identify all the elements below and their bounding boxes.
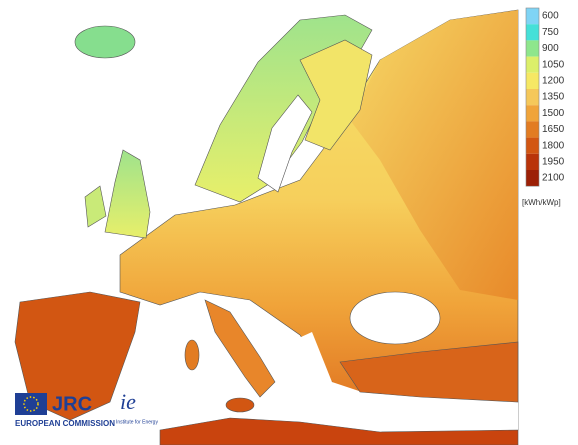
russia [350, 10, 518, 300]
uk [104, 149, 151, 239]
legend-swatch [526, 72, 539, 89]
legend-tick-label: 1200 [542, 76, 565, 87]
eu-stars [23, 396, 39, 412]
legend-swatch [526, 89, 539, 106]
italy [204, 299, 276, 398]
legend-swatch [526, 8, 539, 25]
institute: Institute for Energy [116, 419, 158, 425]
legend-unit: [kWh/kWp] [522, 198, 561, 207]
baltic-sea [257, 94, 313, 193]
legend-tick-label: 900 [542, 43, 559, 54]
legend-swatch [526, 137, 539, 154]
legend-swatch [526, 24, 539, 41]
legend-tick-label: 2100 [542, 173, 565, 184]
legend-swatch [526, 56, 539, 73]
turkey [339, 341, 519, 403]
legend-swatch [526, 105, 539, 122]
legend-tick-label: 1050 [542, 59, 565, 70]
legend-tick-label: 1350 [542, 92, 565, 103]
ireland [84, 185, 107, 228]
iceland [74, 25, 136, 59]
logo-eu: JRC EUROPEAN COMMISSION ie Institute for… [15, 389, 158, 428]
legend-tick-label: 750 [542, 27, 559, 38]
legend-tick-label: 1650 [542, 124, 565, 135]
land [14, 9, 519, 445]
ie: ie [120, 389, 136, 414]
africa [159, 417, 519, 445]
legend-tick-label: 1500 [542, 108, 565, 119]
sicily [225, 397, 255, 413]
legend-tick-label: 1950 [542, 157, 565, 168]
commission: EUROPEAN COMMISSION [15, 419, 115, 428]
legend-tick-label: 1800 [542, 140, 565, 151]
legend-swatch [526, 121, 539, 138]
iberia [14, 291, 141, 421]
eu-flag [15, 393, 47, 415]
legend-swatch [526, 170, 539, 187]
legend-swatch [526, 153, 539, 170]
sardinia [184, 339, 200, 371]
legend-frame [525, 7, 540, 187]
jrc: JRC [52, 393, 92, 415]
legend-tick-label: 600 [542, 11, 559, 22]
finland [299, 39, 373, 151]
black-sea [349, 291, 441, 345]
legend-swatch [526, 40, 539, 57]
